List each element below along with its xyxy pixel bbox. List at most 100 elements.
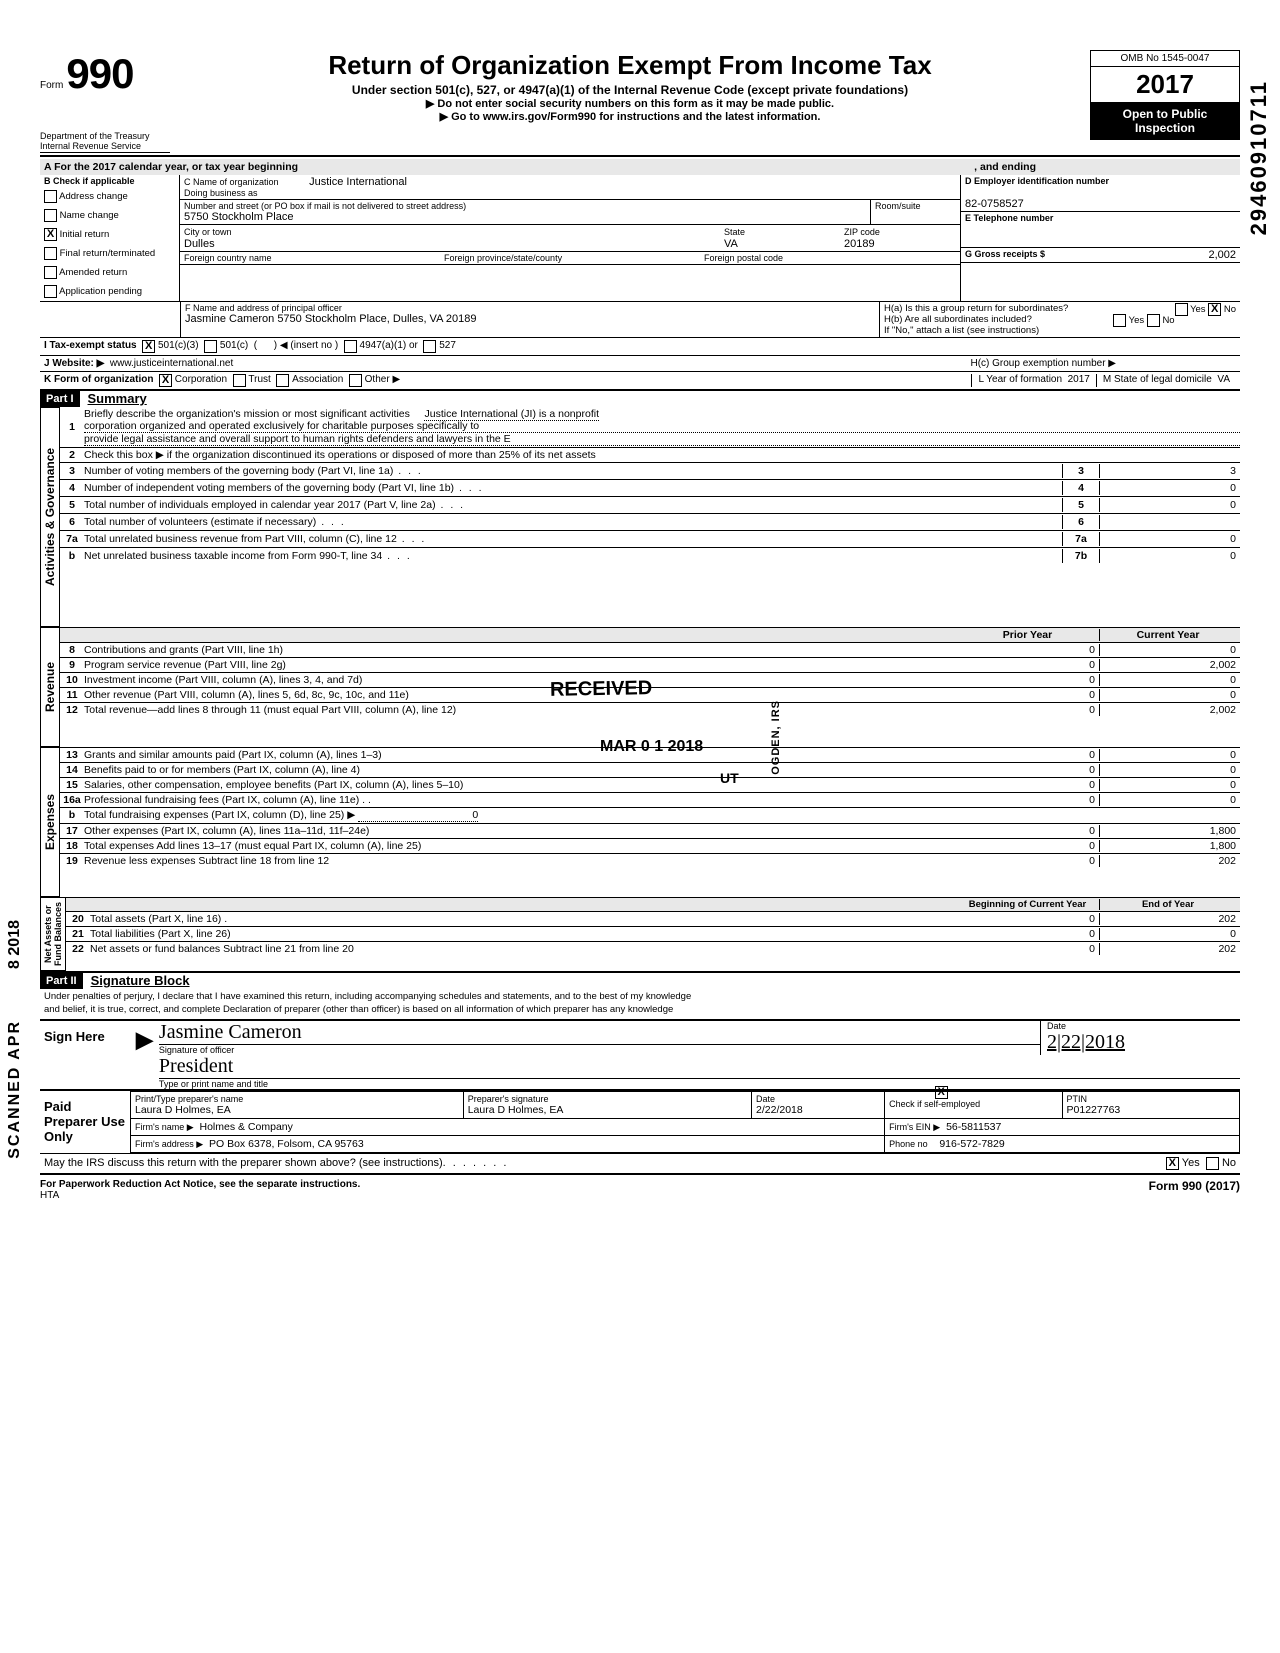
- discuss-no: No: [1222, 1157, 1236, 1170]
- box-b-label: B Check if applicable: [40, 175, 179, 187]
- sig-officer-label: Signature of officer: [159, 1045, 1040, 1055]
- b-checkbox-0[interactable]: [44, 190, 57, 203]
- prep-date-label: Date: [756, 1094, 880, 1104]
- opt-trust: Trust: [248, 374, 270, 387]
- opt-other: Other ▶: [365, 374, 400, 387]
- part1-title: Summary: [80, 391, 147, 406]
- trust-checkbox[interactable]: [233, 374, 246, 387]
- discuss-no-checkbox[interactable]: [1206, 1157, 1219, 1170]
- b-label-4: Amended return: [59, 267, 127, 278]
- scan-year-stamp: 8 2018: [6, 920, 24, 969]
- ein-value: 82-0758527: [965, 198, 1236, 210]
- col-prior: Prior Year: [960, 629, 1100, 641]
- ogden-stamp: OGDEN, IRS: [770, 700, 782, 775]
- principal-officer: Jasmine Cameron 5750 Stockholm Place, Du…: [185, 313, 875, 325]
- box-g-label: G Gross receipts $: [965, 249, 1045, 261]
- title-label: Type or print name and title: [159, 1079, 1240, 1089]
- box-d-label: D Employer identification number: [965, 176, 1236, 186]
- vtab-net: Net Assets or Fund Balances: [40, 897, 66, 971]
- opt-corp: Corporation: [175, 374, 227, 387]
- phone-label: Phone no: [889, 1139, 928, 1149]
- firm-ein-label: Firm's EIN ▶: [889, 1122, 940, 1132]
- open-public-1: Open to Public: [1095, 107, 1235, 121]
- discuss-yes-checkbox[interactable]: [1166, 1157, 1179, 1170]
- state-label: State: [724, 227, 745, 237]
- state: VA: [724, 238, 738, 250]
- opt-501c: 501(c): [220, 340, 248, 353]
- opt-527: 527: [439, 340, 456, 353]
- c-name-label: C Name of organization: [184, 177, 279, 187]
- state-dom-label: M State of legal domicile: [1103, 374, 1212, 385]
- city-label: City or town: [184, 227, 232, 237]
- year-form-label: L Year of formation: [978, 374, 1062, 385]
- scanned-stamp: SCANNED APR: [6, 1020, 24, 1159]
- state-domicile: VA: [1217, 374, 1230, 385]
- fcountry-label: Foreign country name: [180, 252, 440, 264]
- b-label-3: Final return/terminated: [60, 248, 156, 259]
- room-label: Room/suite: [875, 201, 956, 211]
- dba-label: Doing business as: [184, 188, 956, 198]
- corp-checkbox[interactable]: [159, 374, 172, 387]
- firm-phone: 916-572-7829: [939, 1138, 1004, 1150]
- line-i-label: I Tax-exempt status: [44, 340, 137, 353]
- form-word: Form: [40, 80, 63, 91]
- hb-no-checkbox[interactable]: [1147, 314, 1160, 327]
- b-checkbox-5[interactable]: [44, 285, 57, 298]
- yes-label: Yes: [1190, 304, 1206, 315]
- dept-line-2: Internal Revenue Service: [40, 142, 170, 153]
- hb-yes-checkbox[interactable]: [1113, 314, 1126, 327]
- line-j-label: J Website: ▶: [44, 358, 104, 369]
- yes-label-2: Yes: [1129, 315, 1145, 326]
- ha-yes-checkbox[interactable]: [1175, 303, 1188, 316]
- box-f-label: F Name and address of principal officer: [185, 303, 875, 313]
- street-address: 5750 Stockholm Place: [184, 211, 866, 223]
- ptin: P01227763: [1067, 1104, 1235, 1116]
- instr-2: ▶ Go to www.irs.gov/Form990 for instruct…: [182, 110, 1078, 123]
- received-date-stamp: MAR 0 1 2018: [600, 738, 703, 756]
- footer-hta: HTA: [40, 1190, 59, 1201]
- firm-name: Holmes & Company: [200, 1121, 293, 1133]
- prep-sig-label: Preparer's signature: [468, 1094, 747, 1104]
- box-e-label: E Telephone number: [965, 213, 1236, 223]
- col-end: End of Year: [1100, 899, 1240, 910]
- b-checkbox-3[interactable]: [44, 247, 57, 260]
- main-title: Return of Organization Exempt From Incom…: [182, 50, 1078, 81]
- b-label-2: Initial return: [60, 229, 110, 240]
- perjury-2: and belief, it is true, correct, and com…: [40, 1004, 1240, 1019]
- instr-1: ▶ Do not enter social security numbers o…: [182, 97, 1078, 110]
- org-name: Justice International: [309, 176, 407, 188]
- sig-date: 2|22|2018: [1047, 1031, 1240, 1054]
- 4947-checkbox[interactable]: [344, 340, 357, 353]
- sign-here-label: Sign Here: [40, 1021, 130, 1089]
- gross-receipts: 2,002: [1208, 249, 1236, 261]
- b-label-0: Address change: [59, 191, 128, 202]
- prep-name-label: Print/Type preparer's name: [135, 1094, 459, 1104]
- assoc-checkbox[interactable]: [276, 374, 289, 387]
- b-checkbox-1[interactable]: [44, 209, 57, 222]
- open-public-2: Inspection: [1095, 121, 1235, 135]
- opt-insert: ◀ (insert no ): [280, 340, 338, 353]
- b-label-1: Name change: [60, 210, 119, 221]
- vtab-activities: Activities & Governance: [40, 407, 60, 627]
- b-checkbox-2[interactable]: [44, 228, 57, 241]
- opt-assoc: Association: [292, 374, 343, 387]
- line-a-ending: , and ending: [974, 161, 1036, 173]
- h-a-label: H(a) Is this a group return for subordin…: [884, 303, 1068, 314]
- ut-stamp: UT: [720, 770, 739, 786]
- self-employed-checkbox[interactable]: [935, 1086, 948, 1099]
- discuss-question: May the IRS discuss this return with the…: [44, 1157, 443, 1170]
- tax-year: 2017: [1091, 67, 1239, 103]
- officer-title: President: [159, 1055, 233, 1077]
- no-label-2: No: [1162, 315, 1174, 326]
- 501c3-checkbox[interactable]: [142, 340, 155, 353]
- opt-501c3: 501(c)(3): [158, 340, 199, 353]
- 501c-checkbox[interactable]: [204, 340, 217, 353]
- ha-no-checkbox[interactable]: [1208, 303, 1221, 316]
- b-checkbox-4[interactable]: [44, 266, 57, 279]
- firm-ein: 56-5811537: [946, 1121, 1001, 1133]
- 527-checkbox[interactable]: [423, 340, 436, 353]
- mission-text-2: corporation organized and operated exclu…: [84, 420, 1240, 433]
- ptin-label: PTIN: [1067, 1094, 1235, 1104]
- part2-bar: Part II: [40, 973, 83, 989]
- other-checkbox[interactable]: [349, 374, 362, 387]
